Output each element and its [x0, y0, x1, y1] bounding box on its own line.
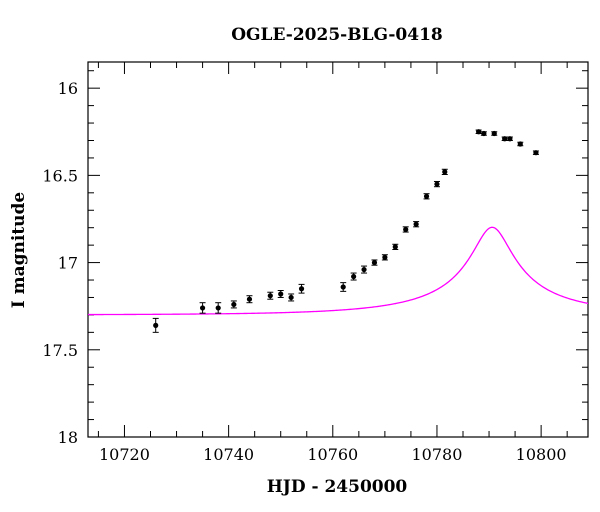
x-tick-label: 10720 — [99, 445, 150, 464]
data-point — [278, 291, 284, 297]
y-tick-label: 18 — [58, 428, 78, 447]
data-point — [199, 305, 206, 311]
x-tick-label: 10780 — [412, 445, 463, 464]
data-point — [382, 254, 388, 260]
data-point — [351, 273, 357, 280]
y-tick-label: 17.5 — [42, 341, 78, 360]
data-point — [434, 181, 440, 187]
data-point — [507, 136, 513, 142]
data-point — [153, 322, 159, 328]
data-point — [502, 136, 508, 142]
data-point — [442, 169, 448, 175]
data-point — [215, 305, 221, 311]
plot-frame — [87, 61, 589, 438]
chart-title: OGLE-2025-BLG-0418 — [231, 25, 443, 45]
data-point — [491, 130, 497, 137]
data-point — [413, 221, 419, 227]
x-tick-label: 10760 — [307, 445, 358, 464]
x-axis-label: HJD - 2450000 — [267, 477, 408, 497]
data-point — [481, 130, 487, 137]
data-point — [392, 244, 398, 250]
data-point — [403, 226, 409, 233]
data-point — [361, 266, 367, 273]
data-point — [423, 193, 430, 199]
axis-ticks — [88, 62, 588, 438]
x-tick-label: 10740 — [203, 445, 254, 464]
data-point — [288, 294, 294, 301]
data-point — [267, 293, 273, 299]
plot-border — [87, 61, 589, 438]
y-tick-label: 17 — [58, 254, 78, 273]
data-point — [476, 129, 482, 135]
data-point — [517, 141, 523, 147]
data-points — [152, 129, 539, 333]
y-axis-label: I magnitude — [9, 192, 29, 309]
model-curve — [88, 226, 589, 316]
data-point — [340, 284, 346, 290]
data-point — [231, 301, 237, 308]
y-tick-label: 16.5 — [42, 166, 78, 185]
y-tick-label: 16 — [58, 79, 78, 98]
data-point — [298, 286, 305, 292]
data-point — [533, 150, 539, 156]
data-point — [371, 259, 378, 266]
model-line — [88, 226, 589, 316]
tick-labels: 10720 10740 10760 10780 10800 16 16.5 17 17.5 18 — [42, 79, 566, 464]
x-tick-label: 10800 — [516, 445, 567, 464]
data-point — [246, 296, 253, 302]
